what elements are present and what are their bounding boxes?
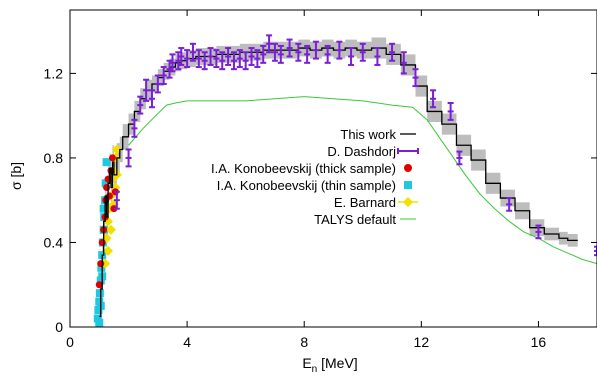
dashdorj-point xyxy=(359,42,366,62)
y-tick-label: 0.4 xyxy=(44,234,64,250)
dashdorj-point xyxy=(324,44,331,64)
x-tick-label: 0 xyxy=(66,334,74,350)
x-tick-label: 16 xyxy=(531,334,547,350)
legend-item: This work xyxy=(340,127,416,142)
legend-label: I.A. Konobeevskij (thin sample) xyxy=(217,178,396,193)
dashdorj-point xyxy=(242,51,249,71)
dashdorj-point xyxy=(189,42,196,62)
dashdorj-point xyxy=(184,49,191,69)
dashdorj-point xyxy=(219,51,226,71)
konobeevskij-thick-point xyxy=(95,281,103,289)
legend-label: This work xyxy=(340,127,396,142)
x-tick-label: 8 xyxy=(300,334,308,350)
dashdorj-point xyxy=(195,49,202,69)
dashdorj-point xyxy=(277,44,284,64)
dashdorj-point xyxy=(304,44,311,64)
dashdorj-point xyxy=(535,224,542,240)
konobeevskij-thin-point xyxy=(94,306,103,315)
dashdorj-point xyxy=(412,68,419,88)
dashdorj-point xyxy=(169,53,176,73)
dashdorj-point xyxy=(374,47,381,66)
dashdorj-point xyxy=(312,40,319,60)
konobeevskij-thick-point xyxy=(97,260,105,268)
konobeevskij-thin-point xyxy=(99,204,108,213)
dashdorj-point xyxy=(295,42,302,62)
legend-item: I.A. Konobeevskij (thin sample) xyxy=(217,178,412,193)
dashdorj-point xyxy=(348,47,355,66)
dashdorj-point xyxy=(137,95,144,115)
y-axis-label: σ [b] xyxy=(8,162,24,190)
legend-label: TALYS default xyxy=(314,212,396,227)
dashdorj-point xyxy=(286,38,293,58)
plot-inner xyxy=(93,34,597,327)
x-axis-label: En [MeV] xyxy=(302,355,357,375)
dashdorj-point xyxy=(131,118,138,138)
konobeevskij-thin-point xyxy=(93,314,102,323)
dashdorj-point xyxy=(160,66,167,85)
legend-label: D. Dashdorj xyxy=(327,144,396,159)
dashdorj-point xyxy=(154,74,161,94)
x-tick-label: 12 xyxy=(414,334,430,350)
barnard-point xyxy=(105,224,116,235)
y-tick-label: 1.2 xyxy=(44,65,64,81)
dashdorj-point xyxy=(148,89,155,109)
dashdorj-point xyxy=(201,51,208,71)
x-axis-label-sub: n xyxy=(312,364,318,375)
konobeevskij-thick-point xyxy=(98,238,106,246)
plot-area xyxy=(93,34,597,327)
dashdorj-point xyxy=(260,44,267,64)
dashdorj-point xyxy=(266,34,273,54)
legend-symbol xyxy=(403,197,413,207)
konobeevskij-thin-point xyxy=(95,318,104,327)
x-axis-label-rest: [MeV] xyxy=(317,355,357,371)
dashdorj-point xyxy=(447,101,454,121)
dashdorj-point xyxy=(389,42,396,62)
legend-label: E. Barnard xyxy=(334,195,396,210)
x-tick-label: 4 xyxy=(183,334,191,350)
dashdorj-point xyxy=(248,47,255,66)
barnard-point xyxy=(103,245,114,256)
legend-symbol xyxy=(404,164,412,172)
konobeevskij-thin-point xyxy=(97,263,106,272)
dashdorj-point xyxy=(254,49,261,69)
dashdorj-point xyxy=(225,47,232,66)
konobeevskij-thick-point xyxy=(103,184,111,192)
legend-item: TALYS default xyxy=(314,212,416,227)
dashdorj-point xyxy=(175,51,182,71)
dashdorj-point xyxy=(594,245,597,257)
legend-item: I.A. Konobeevskij (thick sample) xyxy=(211,161,412,176)
dashdorj-point xyxy=(271,42,278,62)
y-tick-label: 0.8 xyxy=(44,150,64,166)
dashdorj-point xyxy=(207,47,214,66)
plot-frame xyxy=(69,9,597,328)
legend-symbol xyxy=(404,181,412,189)
x-axis-label-main: E xyxy=(302,355,311,371)
dashdorj-point xyxy=(456,150,463,166)
konobeevskij-thin-point xyxy=(95,289,104,298)
dashdorj-point xyxy=(236,49,243,69)
talys-line xyxy=(128,96,597,265)
legend-item: D. Dashdorj xyxy=(327,144,419,159)
konobeevskij-thin-point xyxy=(96,276,105,285)
legend: This work D. Dashdorj I.A. Konobeevskij (t… xyxy=(211,127,419,227)
legend-label: I.A. Konobeevskij (thick sample) xyxy=(211,161,396,176)
dashdorj-point xyxy=(336,40,343,60)
dashdorj-point xyxy=(430,89,437,109)
konobeevskij-thin-point xyxy=(102,158,111,167)
dashdorj-point xyxy=(506,197,513,212)
y-tick-label: 0 xyxy=(55,319,63,335)
dashdorj-point xyxy=(143,78,150,102)
dashdorj-point xyxy=(178,47,185,66)
dashdorj-point xyxy=(230,51,237,71)
konobeevskij-thin-point xyxy=(101,179,110,188)
axes: 0 4 8 12 16 0 0.4 0.8 1.2 xyxy=(44,9,597,350)
konobeevskij-thick-point xyxy=(108,154,116,162)
dashdorj-point xyxy=(213,49,220,69)
legend-item: E. Barnard xyxy=(334,195,418,210)
konobeevskij-thin-point xyxy=(95,297,104,306)
dashdorj-point xyxy=(400,51,407,75)
dashdorj-point xyxy=(113,190,120,210)
dashdorj-point xyxy=(125,148,132,168)
